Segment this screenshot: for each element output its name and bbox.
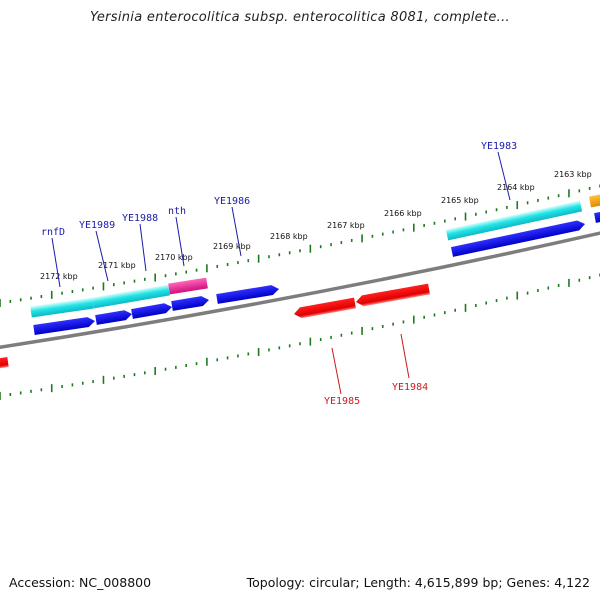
tick-label: 2166 kbp [384,209,422,218]
gene-YE1984[interactable] [355,283,430,308]
gene-label-YE1988[interactable]: YE1988 [122,213,158,224]
cds-nth[interactable] [168,277,208,295]
tick-label: 2165 kbp [441,196,479,205]
cds-offscreen[interactable] [588,193,600,208]
tick-label: 2171 kbp [98,261,136,270]
cds-YE1989[interactable] [92,284,170,309]
leader-line [51,237,61,288]
gene-label-YE1986[interactable]: YE1986 [214,196,250,207]
gene-YE1983[interactable] [450,219,586,257]
tick-label: 2164 kbp [497,183,535,192]
leader-line [175,216,185,267]
leader-line [95,230,109,282]
genome-summary: Topology: circular; Length: 4,615,899 bp… [246,575,590,590]
tick-label: 2168 kbp [270,232,308,241]
genome-backbone [0,231,600,349]
gene-labels: rnfD YE1989 YE1988 nth YE1986 YE1983 YE1985 YE1… [41,141,517,407]
tick-labels: 2172 kbp 2171 kbp 2170 kbp 2169 kbp 2168 kbp… [40,170,592,281]
tick-label: 2169 kbp [213,242,251,251]
gene-nth[interactable] [171,295,210,311]
gene-label-leaders [51,151,511,395]
minus-strand-ticks [0,273,600,400]
gene-YE1988[interactable] [131,302,173,319]
tick-label: 2167 kbp [327,221,365,230]
gene-offscreen[interactable] [594,211,600,223]
gene-label-YE1985[interactable]: YE1985 [324,396,360,407]
gene-rnfD[interactable] [33,316,96,335]
gene-YE1989[interactable] [95,309,133,325]
accession-text: Accession: NC_008800 [9,575,152,590]
gene-YE1986[interactable] [216,284,280,304]
gene-label-YE1984[interactable]: YE1984 [392,382,428,393]
map-title: Yersinia enterocolitica subsp. enterocol… [90,10,510,25]
leader-line [331,347,342,395]
gene-features[interactable] [0,193,600,369]
leader-line [139,223,147,272]
gene-label-YE1983[interactable]: YE1983 [481,141,517,152]
gene-offscreen-left[interactable] [0,357,9,369]
tick-label: 2170 kbp [155,253,193,262]
leader-line [400,333,410,379]
gene-label-YE1989[interactable]: YE1989 [79,220,115,231]
gene-label-nth[interactable]: nth [168,206,186,217]
leader-line [231,206,242,257]
cds-YE1983[interactable] [445,200,583,241]
plus-strand-ticks [0,184,600,307]
tick-label: 2172 kbp [40,272,78,281]
gene-YE1985[interactable] [293,297,356,320]
leader-line [497,151,511,201]
cds-rnfD[interactable] [30,297,94,318]
tick-label: 2163 kbp [554,170,592,179]
gene-label-rnfD[interactable]: rnfD [41,227,65,238]
